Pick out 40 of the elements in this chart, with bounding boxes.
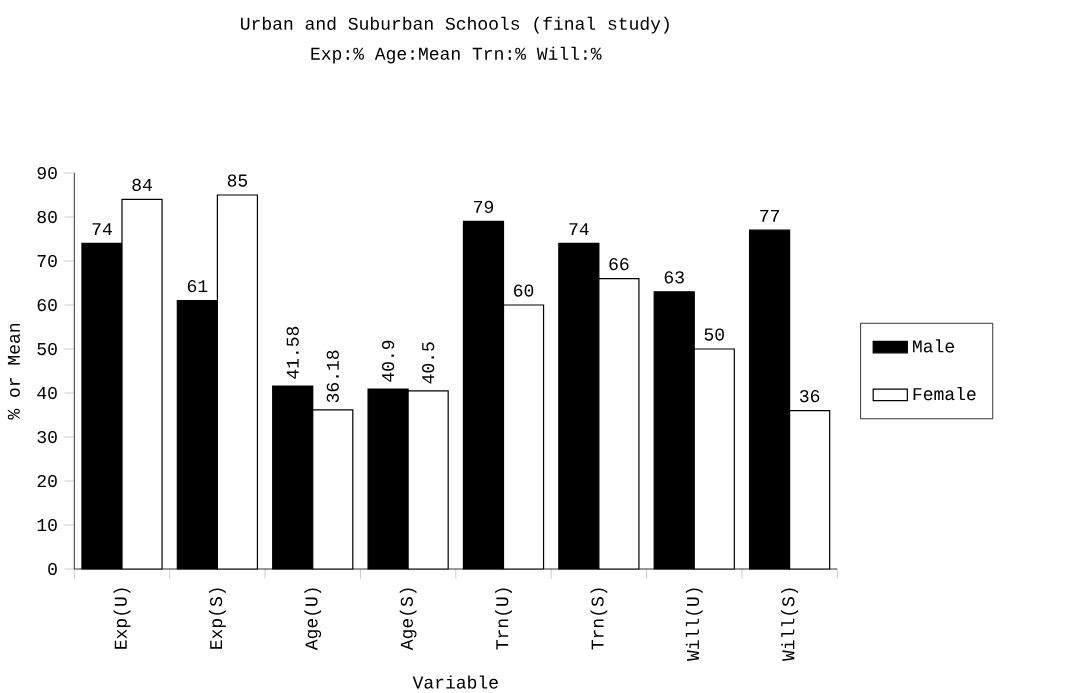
data-label: 63 <box>664 271 684 284</box>
x-axis-title: Variable <box>412 675 498 689</box>
chart-title: Urban and Suburban Schools (final study) <box>241 16 669 34</box>
y-tick-label: 70 <box>37 254 57 268</box>
legend-label: Male <box>913 339 954 353</box>
x-tick-label: Trn(S) <box>590 588 608 650</box>
y-tick-label: 60 <box>37 298 57 312</box>
data-label: 74 <box>92 223 112 236</box>
x-tick-label: Exp(S) <box>208 588 226 649</box>
y-tick-label: 50 <box>37 342 57 356</box>
data-label: 61 <box>187 280 208 293</box>
data-label: 40.9 <box>381 340 395 382</box>
x-tick-label: Age(U) <box>304 588 322 651</box>
data-label: 74 <box>569 223 589 236</box>
y-tick-label: 0 <box>48 562 57 576</box>
y-tick-label: 20 <box>37 474 57 488</box>
data-label: 60 <box>514 284 534 297</box>
x-tick-label: Age(S) <box>399 588 417 651</box>
data-label: 84 <box>132 178 152 192</box>
y-tick-label: 40 <box>37 386 57 400</box>
data-label: 66 <box>609 258 629 271</box>
x-tick-label: Trn(U) <box>495 588 512 650</box>
y-tick-label: 80 <box>37 210 57 224</box>
data-label: 77 <box>760 209 779 222</box>
y-tick-label: 30 <box>37 430 57 444</box>
chart-subtitle: Exp:% Age:Mean Trn:% Will:% <box>311 46 602 64</box>
x-tick-label: Will(U) <box>685 588 703 662</box>
y-tick-label: 10 <box>37 518 57 532</box>
data-label: 36.18 <box>326 350 339 403</box>
legend-label: Female <box>913 387 976 401</box>
x-tick-label: Exp(U) <box>113 588 131 649</box>
data-label: 85 <box>227 174 248 187</box>
data-label: 79 <box>474 200 494 214</box>
x-tick-label: Will(S) <box>781 588 799 662</box>
data-label: 36 <box>799 389 820 403</box>
y-tick-label: 90 <box>37 166 57 180</box>
y-axis-title: % or Mean <box>7 324 20 420</box>
data-label: 50 <box>704 328 724 341</box>
data-label: 40.5 <box>422 342 435 384</box>
data-label: 41.58 <box>286 326 299 379</box>
